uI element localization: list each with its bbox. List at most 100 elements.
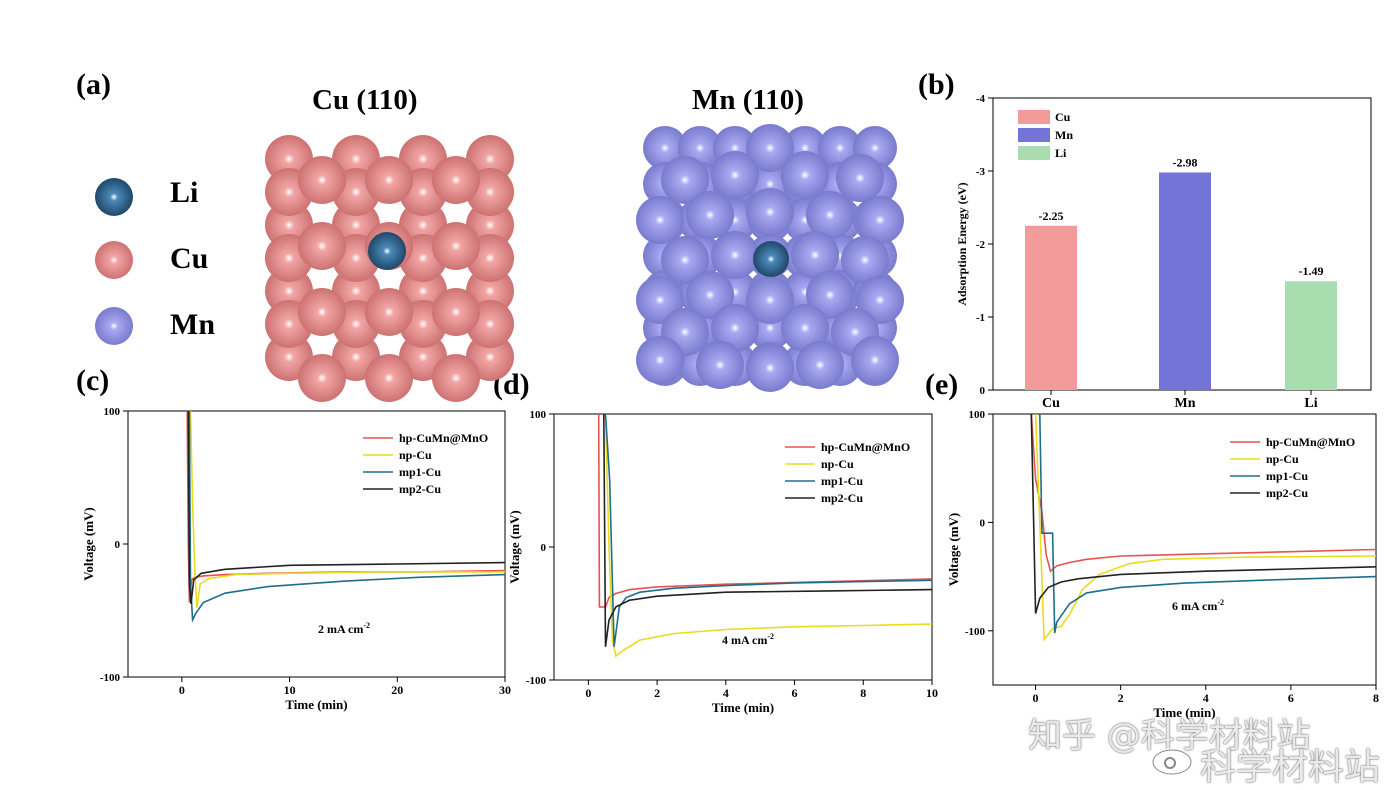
x-tick-label: Li bbox=[1304, 396, 1317, 411]
x-axis-label: Time (min) bbox=[285, 697, 347, 712]
mn-atom bbox=[746, 188, 794, 236]
legend-label: np-Cu bbox=[821, 457, 854, 471]
y-axis-label: Voltage (mV) bbox=[81, 507, 96, 581]
mn-atom bbox=[711, 151, 759, 199]
bar-li bbox=[1285, 281, 1337, 390]
mn-atom bbox=[661, 156, 709, 204]
y-tick-label: -4 bbox=[976, 93, 986, 105]
y-tick-label: 100 bbox=[104, 406, 121, 418]
mn-atom bbox=[661, 236, 709, 284]
legend-label: Cu bbox=[1055, 110, 1071, 124]
x-tick-label: Mn bbox=[1175, 396, 1196, 411]
mn-structure-title: Mn (110) bbox=[692, 84, 804, 116]
legend-mn-label: Mn bbox=[170, 308, 215, 341]
x-tick-label: 4 bbox=[1203, 691, 1209, 705]
legend-label: mp2-Cu bbox=[1266, 486, 1308, 500]
mn-atom bbox=[781, 304, 829, 352]
current-density-annotation: 2 mA cm-2 bbox=[318, 621, 370, 636]
y-tick-label: -2 bbox=[976, 239, 986, 251]
x-tick-label: 8 bbox=[860, 686, 866, 700]
series-line-np-cu bbox=[1034, 414, 1376, 642]
y-tick-label: -1 bbox=[976, 312, 985, 324]
legend-li-label: Li bbox=[170, 176, 199, 209]
mn-atom bbox=[636, 196, 684, 244]
cu-110-structure bbox=[265, 135, 514, 402]
legend-swatch bbox=[1018, 146, 1050, 160]
mn-atom bbox=[856, 196, 904, 244]
x-tick-label: 10 bbox=[284, 683, 296, 697]
x-tick-label: 2 bbox=[1118, 691, 1124, 705]
bar-mn bbox=[1159, 172, 1211, 390]
series-line-mp2-cu bbox=[603, 414, 932, 647]
weibo-logo-icon bbox=[1151, 748, 1193, 776]
mn-atom bbox=[746, 124, 794, 172]
series-group bbox=[597, 414, 932, 658]
mn-atom bbox=[636, 336, 684, 384]
y-tick-label: -3 bbox=[976, 166, 986, 178]
legend-label: mp2-Cu bbox=[821, 491, 863, 505]
x-tick-label: 2 bbox=[654, 686, 660, 700]
mn-atom bbox=[746, 276, 794, 324]
legend-cu-label: Cu bbox=[170, 242, 209, 275]
x-tick-label: 20 bbox=[391, 683, 403, 697]
series-line-mp2-cu bbox=[1030, 414, 1376, 614]
mn-atom bbox=[686, 271, 734, 319]
x-tick-label: 0 bbox=[1033, 691, 1039, 705]
y-tick-label: -100 bbox=[965, 626, 986, 638]
bar-value-label: -2.25 bbox=[1039, 209, 1064, 223]
cu-atom bbox=[298, 156, 346, 204]
mn-atom bbox=[711, 231, 759, 279]
legend-label: mp1-Cu bbox=[1266, 469, 1308, 483]
legend-label: hp-CuMn@MnO bbox=[399, 431, 488, 445]
cu-atom bbox=[432, 222, 480, 270]
y-tick-label: 0 bbox=[541, 542, 547, 554]
y-axis-label: Voltage (mV) bbox=[507, 510, 522, 584]
legend-swatch bbox=[1018, 110, 1050, 124]
series-line-mp1-cu bbox=[604, 414, 932, 647]
bar-value-label: -2.98 bbox=[1173, 155, 1198, 169]
y-tick-label: -100 bbox=[100, 672, 121, 684]
plot-frame bbox=[992, 413, 1377, 686]
x-tick-label: Cu bbox=[1042, 396, 1060, 411]
legend-label: hp-CuMn@MnO bbox=[1266, 435, 1355, 449]
y-axis-label: Voltage (mV) bbox=[946, 513, 961, 587]
panel-label-e: (e) bbox=[925, 368, 959, 401]
cu-atom bbox=[365, 288, 413, 336]
x-tick-label: 10 bbox=[926, 686, 938, 700]
mn-atom bbox=[746, 344, 794, 392]
series-line-np-cu bbox=[189, 411, 505, 608]
x-axis-label: Time (min) bbox=[712, 700, 774, 715]
legend-label: mp1-Cu bbox=[821, 474, 863, 488]
cu-atom bbox=[298, 222, 346, 270]
cu-atom bbox=[432, 354, 480, 402]
y-tick-label: 100 bbox=[969, 409, 986, 421]
x-tick-label: 4 bbox=[723, 686, 729, 700]
cu-atom bbox=[432, 156, 480, 204]
x-tick-label: 0 bbox=[179, 683, 185, 697]
mn-atom bbox=[841, 236, 889, 284]
legend-label: mp2-Cu bbox=[399, 482, 441, 496]
mn-atom bbox=[686, 191, 734, 239]
weibo-watermark: 科学材料站 bbox=[1200, 747, 1381, 788]
cu-atom bbox=[365, 156, 413, 204]
cu-atom bbox=[365, 354, 413, 402]
y-tick-label: -100 bbox=[526, 675, 547, 687]
legend-label: hp-CuMn@MnO bbox=[821, 440, 910, 454]
mn-atom bbox=[851, 336, 899, 384]
bar-value-label: -1.49 bbox=[1299, 264, 1324, 278]
legend-label: np-Cu bbox=[399, 448, 432, 462]
cu-atom bbox=[432, 288, 480, 336]
bar-cu bbox=[1025, 225, 1077, 390]
mn-atom bbox=[696, 341, 744, 389]
mn-atom bbox=[711, 304, 759, 352]
panel-label-c: (c) bbox=[76, 364, 110, 397]
legend-label: Li bbox=[1055, 146, 1067, 160]
series-line-np-cu bbox=[604, 414, 932, 658]
y-tick-label: 0 bbox=[115, 539, 121, 551]
mn-legend-sphere bbox=[95, 307, 133, 345]
legend-label: Mn bbox=[1055, 128, 1073, 142]
legend-swatch bbox=[1018, 128, 1050, 142]
current-density-annotation: 6 mA cm-2 bbox=[1172, 598, 1224, 613]
y-tick-label: 0 bbox=[980, 385, 986, 397]
